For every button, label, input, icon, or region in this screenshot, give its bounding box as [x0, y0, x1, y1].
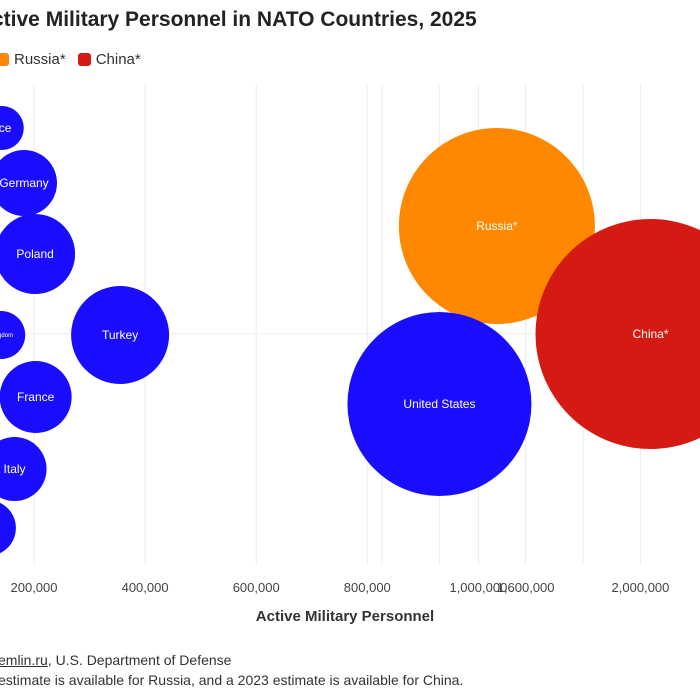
- x-tick-label-4: 1,000,000: [449, 580, 507, 595]
- bubble-turkey: [71, 286, 170, 384]
- bubble-label-russia: Russia*: [476, 219, 518, 233]
- bubble-label-poland: Poland: [16, 247, 53, 261]
- bubble-label-ece: ece: [0, 121, 12, 135]
- bubble-label-italy: Italy: [4, 462, 26, 476]
- bubble-france: [0, 361, 72, 433]
- bubble-poland: [0, 214, 76, 294]
- x-tick-label-2: 600,000: [233, 580, 280, 595]
- footnote: estimate is available for Russia, and a …: [0, 672, 464, 688]
- chart-title: ctive Military Personnel in NATO Countri…: [0, 8, 477, 31]
- legend-label-china: China*: [95, 51, 141, 68]
- chart-legend: Russia* China*: [0, 51, 141, 68]
- bubble-germany: [0, 150, 57, 216]
- bubble-label-united-states: United States: [403, 397, 475, 411]
- x-tick-label-3: 800,000: [344, 580, 391, 595]
- bubble-china: [535, 219, 700, 449]
- x-tick-label-0: 200,000: [11, 580, 58, 595]
- x-axis-label: Active Military Personnel: [255, 608, 435, 625]
- x-tick-label-6: 2,000,000: [612, 580, 670, 595]
- chart-notes: emlin.ru, U.S. Department of Defense est…: [0, 650, 463, 690]
- bubble-russia: [398, 128, 595, 324]
- bubble-label-china: China*: [633, 327, 669, 341]
- source-link[interactable]: emlin.ru: [0, 652, 48, 668]
- bubble-ain: [0, 502, 16, 554]
- bubble-chart: 200,000 400,000 600,000 800,000 1,000,0001,6…: [0, 85, 700, 595]
- legend-item-russia[interactable]: Russia*: [0, 51, 66, 68]
- bubble-united-states: [347, 312, 532, 496]
- bubble-label-turkey: Turkey: [102, 328, 138, 342]
- source-note: emlin.ru, U.S. Department of Defense: [0, 652, 232, 668]
- bubble-label-france: France: [17, 390, 55, 404]
- bubble-ece: [0, 106, 24, 150]
- legend-item-china[interactable]: China*: [77, 51, 141, 68]
- bubble-kingdom: [0, 311, 26, 359]
- bubble-label-kingdom: Kingdom: [0, 333, 13, 339]
- x-tick-label-5: 1,600,000: [497, 580, 555, 595]
- x-tick-label-1: 400,000: [122, 580, 169, 595]
- bubble-italy: [0, 437, 47, 501]
- legend-label-russia: Russia*: [14, 51, 66, 68]
- legend-swatch-china: [77, 53, 91, 66]
- bubble-label-germany: Germany: [0, 176, 49, 190]
- legend-swatch-russia: [0, 53, 9, 66]
